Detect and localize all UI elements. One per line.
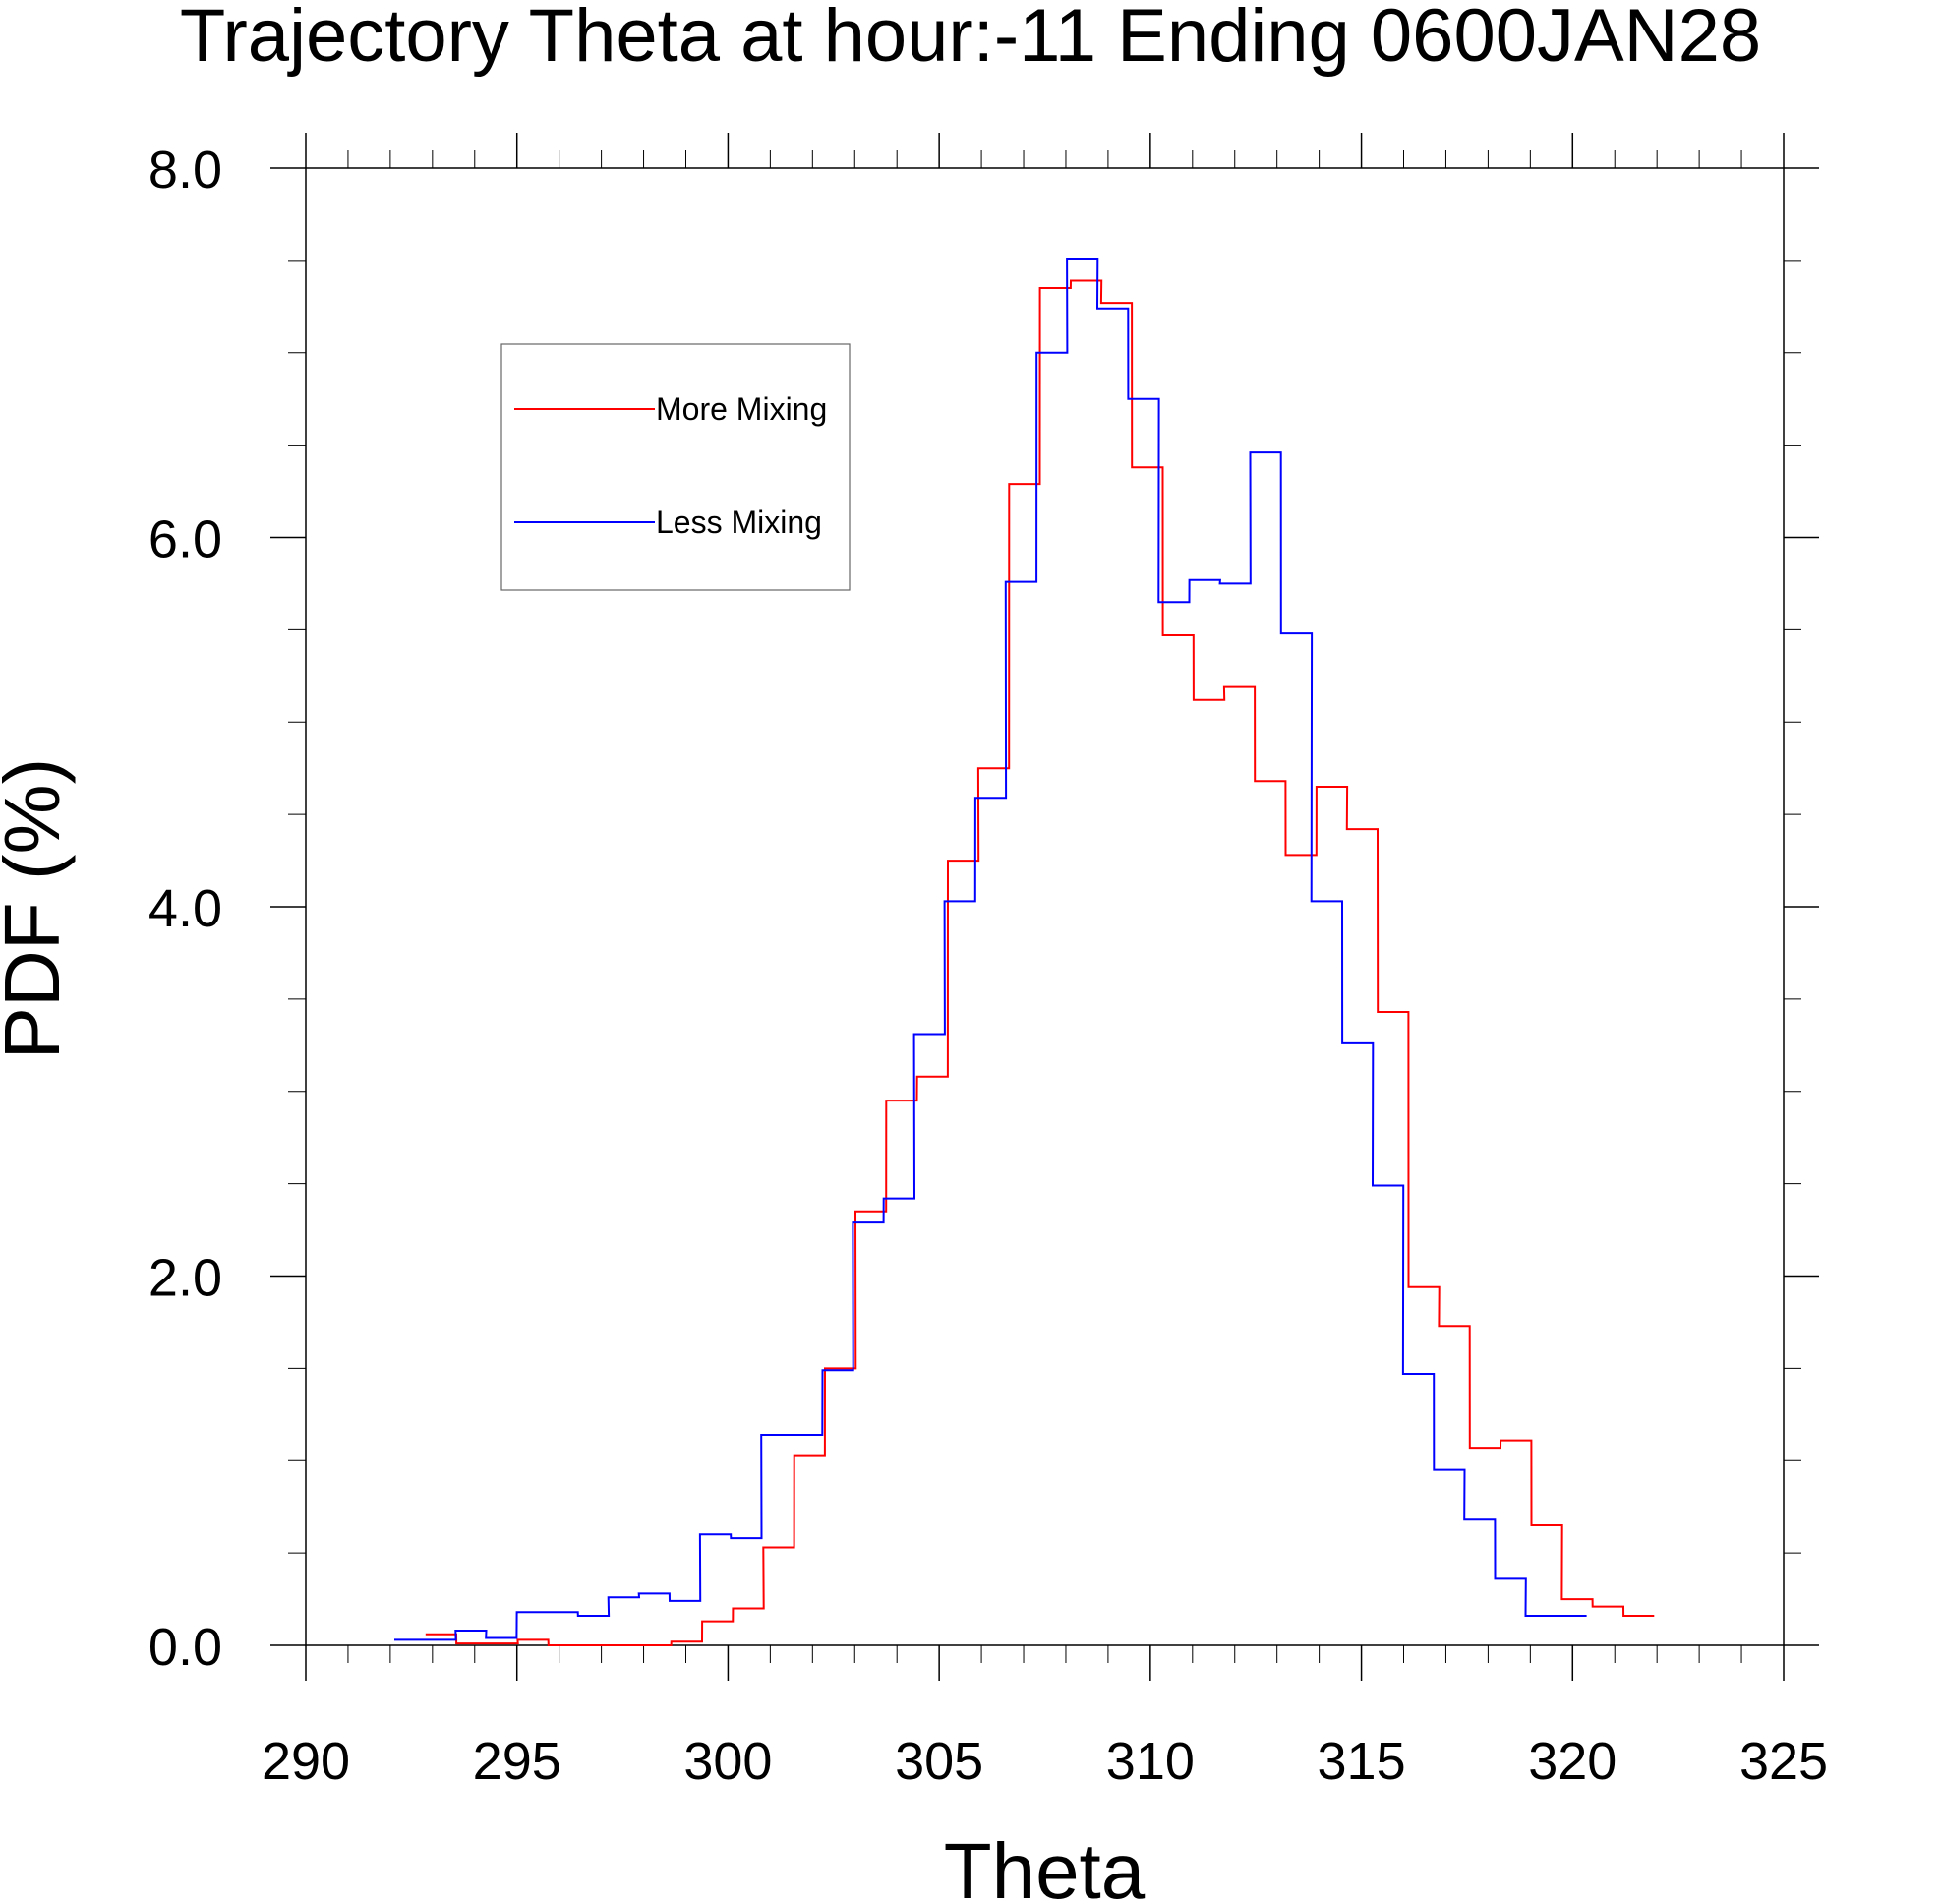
x-tick-label: 315 (1318, 1732, 1406, 1791)
legend-label-more-mixing: More Mixing (656, 391, 827, 427)
major-ticks (270, 133, 1819, 1681)
minor-ticks (288, 150, 1801, 1663)
x-tick-labels: 290 295 300 305 310 315 320 325 (262, 1732, 1828, 1791)
series-less-mixing (394, 258, 1587, 1641)
series-layer (394, 258, 1655, 1646)
legend: More Mixing Less Mixing (500, 343, 851, 591)
y-tick-label: 6.0 (148, 510, 222, 569)
x-tick-label: 310 (1106, 1732, 1195, 1791)
y-tick-label: 0.0 (148, 1618, 222, 1677)
y-tick-labels: 0.0 2.0 4.0 6.0 8.0 (148, 141, 222, 1677)
chart-title: Trajectory Theta at hour:-11 Ending 0600… (180, 0, 1761, 78)
x-tick-label: 305 (895, 1732, 983, 1791)
y-tick-label: 8.0 (148, 141, 222, 200)
series-more-mixing (425, 279, 1655, 1646)
x-tick-label: 300 (683, 1732, 772, 1791)
x-tick-label: 290 (262, 1732, 350, 1791)
legend-box (500, 343, 851, 591)
y-tick-label: 4.0 (148, 879, 222, 938)
x-axis-label: Theta (944, 1827, 1146, 1904)
x-tick-label: 320 (1528, 1732, 1617, 1791)
legend-label-less-mixing: Less Mixing (656, 505, 822, 540)
x-tick-label: 325 (1739, 1732, 1828, 1791)
y-tick-label: 2.0 (148, 1249, 222, 1308)
y-axis-label: PDF (%) (0, 758, 76, 1060)
x-tick-label: 295 (473, 1732, 561, 1791)
